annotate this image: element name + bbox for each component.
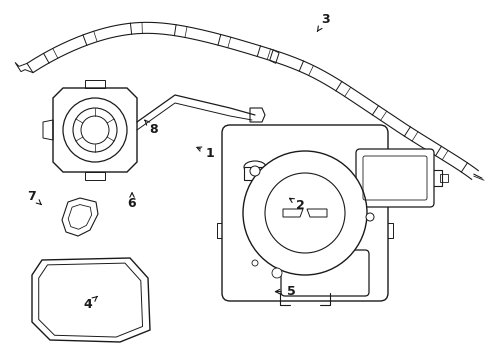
Text: 2: 2 — [289, 198, 305, 212]
Circle shape — [365, 213, 373, 221]
Polygon shape — [39, 263, 142, 337]
FancyBboxPatch shape — [222, 125, 387, 301]
Circle shape — [251, 260, 258, 266]
Circle shape — [264, 173, 345, 253]
Polygon shape — [68, 204, 91, 229]
Text: 4: 4 — [83, 296, 97, 311]
Text: 6: 6 — [127, 193, 136, 210]
Polygon shape — [268, 264, 285, 282]
Text: 1: 1 — [197, 147, 214, 159]
Polygon shape — [32, 258, 150, 342]
Circle shape — [73, 108, 117, 152]
Text: 7: 7 — [27, 190, 41, 204]
Circle shape — [243, 151, 366, 275]
Polygon shape — [53, 88, 137, 172]
Polygon shape — [244, 167, 265, 180]
Circle shape — [249, 166, 260, 176]
Circle shape — [271, 268, 282, 278]
Circle shape — [81, 116, 109, 144]
Text: 8: 8 — [144, 120, 158, 136]
Circle shape — [63, 98, 127, 162]
Ellipse shape — [244, 161, 265, 173]
Text: 3: 3 — [317, 13, 329, 31]
Text: 5: 5 — [275, 285, 295, 298]
Polygon shape — [62, 198, 98, 236]
FancyBboxPatch shape — [355, 149, 433, 207]
FancyBboxPatch shape — [281, 250, 368, 296]
